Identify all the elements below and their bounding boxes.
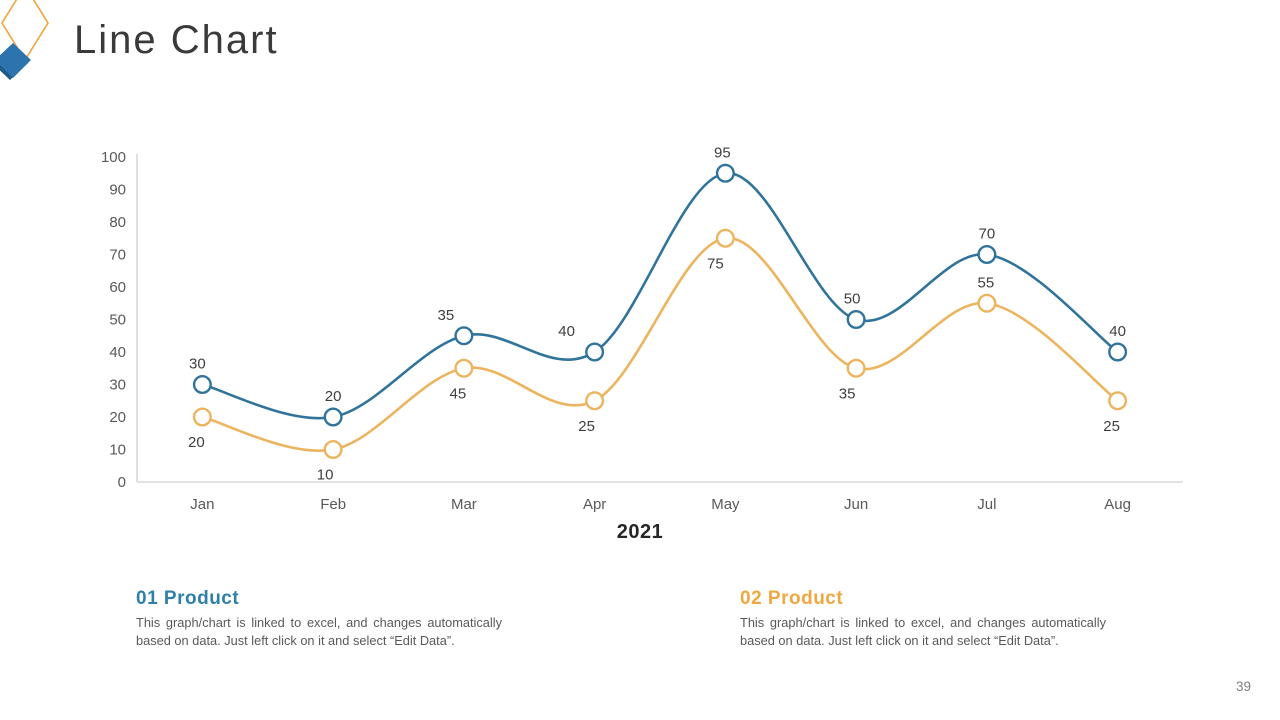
series-1-data-label: 70 (979, 226, 996, 243)
series-1-data-label: 30 (189, 356, 206, 373)
x-tick-label: Mar (451, 496, 477, 513)
series-1-data-label: 40 (558, 323, 575, 340)
series-2-marker (846, 358, 866, 378)
series-2-data-label: 45 (450, 385, 467, 402)
x-tick-label: May (711, 496, 740, 513)
series-2-data-label: 25 (1103, 418, 1120, 435)
y-tick-label: 40 (109, 344, 126, 361)
y-tick-label: 10 (109, 442, 126, 459)
product-1-description: This graph/chart is linked to excel, and… (136, 614, 502, 648)
y-tick-label: 80 (109, 214, 126, 231)
series-2-data-label: 35 (839, 385, 856, 402)
series-2-data-label: 20 (188, 434, 205, 451)
series-2-marker (977, 293, 997, 313)
series-2-marker (715, 228, 735, 248)
series-1-marker (1108, 342, 1128, 362)
x-tick-label: Aug (1104, 496, 1131, 513)
series-1-marker (323, 407, 343, 427)
series-1-marker (846, 310, 866, 330)
y-tick-label: 50 (109, 312, 126, 329)
product-2-heading: 02 Product (740, 588, 844, 609)
series-2-data-label: 55 (978, 274, 995, 291)
series-1-data-label: 35 (438, 307, 455, 324)
y-tick-label: 0 (118, 474, 126, 491)
y-tick-label: 30 (109, 377, 126, 394)
series-1-data-label: 20 (325, 388, 342, 405)
series-2-data-label: 10 (317, 467, 334, 484)
line-chart[interactable]: 0 10 20 30 40 50 60 70 80 90 100 Jan Feb Mar Apr May Jun… (0, 0, 1280, 560)
series-1-marker (715, 163, 735, 183)
series-1-marker (585, 342, 605, 362)
x-tick-label: Feb (320, 496, 346, 513)
series-1-data-label: 50 (844, 291, 861, 308)
series-1-marker (977, 244, 997, 264)
series-2-data-label: 75 (707, 255, 724, 272)
x-tick-label: Jul (977, 496, 996, 513)
product-1-heading: 01 Product (136, 588, 240, 609)
series-2-marker (1108, 391, 1128, 411)
page-title: Line Chart (74, 18, 279, 62)
series-2-marker (454, 358, 474, 378)
series-1-marker (192, 375, 212, 395)
y-tick-label: 90 (109, 182, 126, 199)
series-1-marker (454, 326, 474, 346)
diamond-fill-icon (0, 43, 31, 78)
y-tick-label: 100 (101, 149, 126, 166)
product-2-note: 02 Product This graph/chart is linked to… (740, 588, 1106, 650)
y-tick-label: 70 (109, 247, 126, 264)
diamond-ornament-icon (0, 0, 49, 80)
series-2-marker (585, 391, 605, 411)
page-number: 39 (1236, 679, 1252, 694)
series-1-data-label: 95 (714, 144, 731, 161)
y-tick-label: 60 (109, 279, 126, 296)
product-1-note: 01 Product This graph/chart is linked to… (136, 588, 502, 650)
series-line-2 (202, 236, 1119, 452)
series-2-marker (192, 407, 212, 427)
x-axis-title: 2021 (617, 521, 664, 543)
series-2-marker (323, 440, 343, 460)
x-tick-label: Jun (844, 496, 868, 513)
x-tick-label: Apr (583, 496, 606, 513)
x-tick-label: Jan (190, 496, 214, 513)
series-line-1 (202, 171, 1119, 420)
y-tick-label: 20 (109, 409, 126, 426)
product-2-description: This graph/chart is linked to excel, and… (740, 614, 1106, 648)
series-1-data-label: 40 (1109, 323, 1126, 340)
series-2-data-label: 25 (578, 418, 595, 435)
